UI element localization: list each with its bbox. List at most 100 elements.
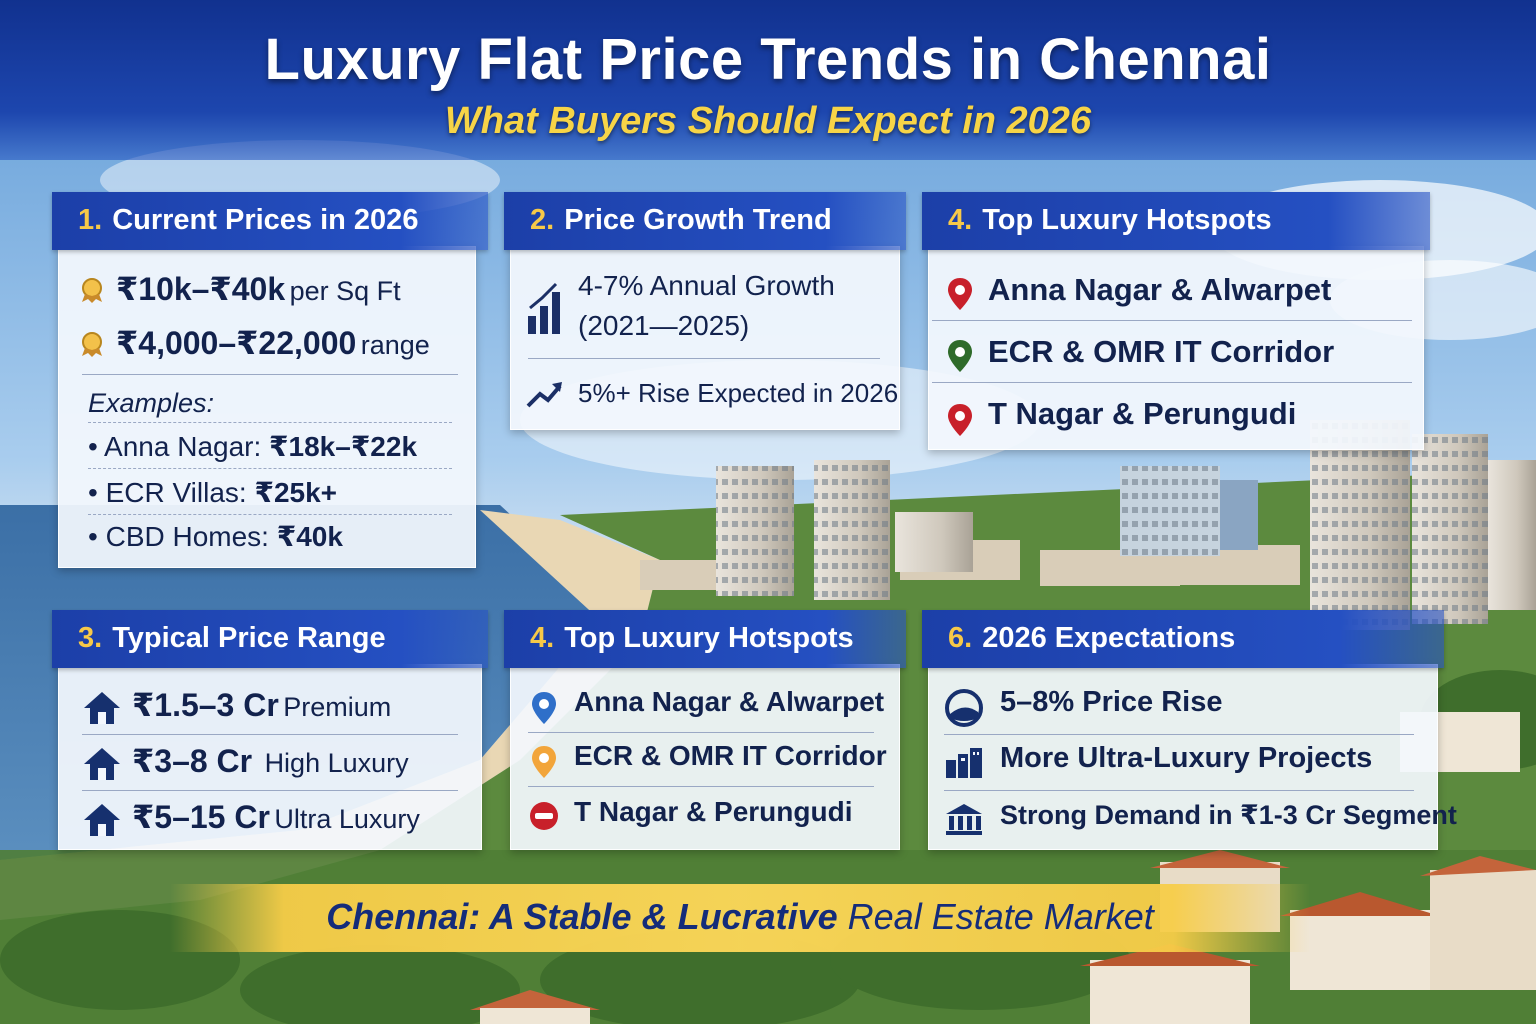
footer-banner [170, 884, 1310, 952]
price-tier: ₹3–8 Cr High Luxury [132, 742, 409, 780]
example-label: CBD Homes: [105, 521, 269, 552]
divider [528, 358, 880, 359]
section-number: 1. [78, 204, 103, 236]
expectation-item: 5–8% Price Rise [1000, 686, 1223, 718]
example-item: • CBD Homes: ₹40k [88, 521, 343, 552]
example-item: • Anna Nagar: ₹18k–₹22k [88, 431, 418, 462]
page-title: Luxury Flat Price Trends in Chennai [264, 27, 1272, 92]
divider [528, 786, 874, 787]
example-label: Anna Nagar: [104, 431, 262, 462]
price-per-sqft: ₹10k–₹40k per Sq Ft [116, 270, 401, 308]
hotspots-top-body [928, 246, 1424, 450]
footer-tagline: Chennai: A Stable & Lucrative Real Estat… [170, 896, 1310, 938]
price-tier: ₹5–15 Cr Ultra Luxury [132, 798, 420, 836]
expectation-item: More Ultra-Luxury Projects [1000, 742, 1373, 774]
no-entry-badge-icon [530, 802, 558, 830]
divider [944, 734, 1414, 735]
medal-icon [82, 278, 102, 303]
page-subtitle: What Buyers Should Expect in 2026 [444, 100, 1092, 142]
section-title: 2026 Expectations [982, 622, 1236, 654]
current-prices-card: 1. Current Prices in 2026 ₹10k–₹40k per S… [52, 192, 488, 572]
section-number: 3. [78, 622, 103, 654]
price-range-unit: range [360, 330, 430, 360]
divider [528, 732, 874, 733]
section-number: 6. [948, 622, 973, 654]
example-item: • ECR Villas: ₹25k+ [88, 477, 338, 508]
map-pin-icon [532, 692, 556, 724]
expected-rise: 5%+ Rise Expected in 2026 [578, 378, 899, 408]
expectations-card: 6. 2026 Expectations 5–8% Price Rise More… [922, 610, 1457, 854]
map-pin-icon [948, 278, 972, 310]
divider [944, 790, 1414, 791]
hotspot-item: ECR & OMR IT Corridor [988, 334, 1335, 369]
example-label: ECR Villas: [105, 477, 247, 508]
price-tier-value: ₹1.5–3 Cr [132, 687, 279, 723]
hotspots-bottom-card: 4. Top Luxury Hotspots Anna Nagar & Alwar… [504, 610, 906, 854]
growth-period: (2021—2025) [578, 310, 750, 341]
price-range-line: ₹4,000–₹22,000 range [116, 324, 430, 362]
price-tier-value: ₹3–8 Cr [132, 743, 253, 779]
house-icon [84, 692, 120, 724]
buildings-icon [946, 748, 982, 778]
footer-plain-text: Real Estate Market [847, 896, 1154, 937]
rising-chart-badge-icon [945, 689, 983, 727]
expectations-heading: 6. 2026 Expectations [922, 610, 1444, 668]
divider [82, 790, 458, 791]
growth-trend-card: 2. Price Growth Trend 4-7% Annual Growth … [504, 192, 906, 434]
trend-up-icon [526, 382, 562, 408]
footer-bold-text: Chennai: A Stable & Lucrative [326, 896, 838, 937]
section-title: Top Luxury Hotspots [982, 204, 1272, 236]
price-tier-value: ₹5–15 Cr [132, 799, 270, 835]
hotspot-item: T Nagar & Perungudi [574, 796, 853, 827]
hotspots-top-card: 4. Top Luxury Hotspots Anna Nagar & Alwar… [922, 192, 1430, 454]
map-pin-icon [532, 746, 556, 778]
divider [88, 422, 452, 423]
map-pin-icon [948, 340, 972, 372]
example-value: ₹25k+ [254, 477, 338, 508]
expectation-item: Strong Demand in ₹1-3 Cr Segment [1000, 800, 1457, 830]
examples-label: Examples: [88, 388, 215, 418]
price-tier-label: Premium [283, 692, 392, 722]
expectations-body [928, 664, 1438, 850]
price-range-value: ₹4,000–₹22,000 [116, 325, 357, 361]
price-tier-label: High Luxury [264, 748, 409, 778]
price-tier-label: Ultra Luxury [274, 804, 420, 834]
house-icon [84, 804, 120, 836]
section-title: Current Prices in 2026 [112, 204, 419, 236]
divider [82, 374, 458, 375]
section-title: Typical Price Range [112, 622, 386, 654]
hotspot-item: T Nagar & Perungudi [988, 396, 1297, 431]
section-title: Top Luxury Hotspots [564, 622, 854, 654]
header-banner [0, 0, 1536, 160]
price-tier: ₹1.5–3 Cr Premium [132, 686, 391, 724]
example-value: ₹18k–₹22k [269, 431, 418, 462]
hotspot-item: ECR & OMR IT Corridor [574, 740, 887, 771]
map-pin-icon [948, 404, 972, 436]
price-range-card: 3. Typical Price Range ₹1.5–3 Cr Premium … [52, 610, 488, 854]
section-number: 4. [530, 622, 555, 654]
hotspot-item: Anna Nagar & Alwarpet [988, 272, 1332, 307]
price-range-heading: 3. Typical Price Range [52, 610, 488, 668]
bar-chart-icon [528, 282, 560, 334]
price-per-sqft-value: ₹10k–₹40k [116, 271, 286, 307]
price-range-body [58, 664, 482, 850]
house-icon [84, 748, 120, 780]
institution-icon [946, 804, 982, 835]
section-number: 4. [948, 204, 973, 236]
growth-trend-body [510, 246, 900, 430]
section-title: Price Growth Trend [564, 204, 832, 236]
current-prices-heading: 1. Current Prices in 2026 [52, 192, 488, 250]
hotspots-bottom-heading: 4. Top Luxury Hotspots [504, 610, 906, 668]
hotspots-top-heading: 4. Top Luxury Hotspots [922, 192, 1430, 250]
annual-growth: 4-7% Annual Growth [578, 270, 835, 301]
example-value: ₹40k [276, 521, 343, 552]
section-number: 2. [530, 204, 555, 236]
divider [88, 468, 452, 469]
divider [82, 734, 458, 735]
divider [932, 382, 1412, 383]
medal-icon [82, 332, 102, 357]
price-per-sqft-unit: per Sq Ft [289, 276, 401, 306]
divider [932, 320, 1412, 321]
hotspot-item: Anna Nagar & Alwarpet [574, 686, 885, 717]
growth-trend-heading: 2. Price Growth Trend [504, 192, 906, 250]
